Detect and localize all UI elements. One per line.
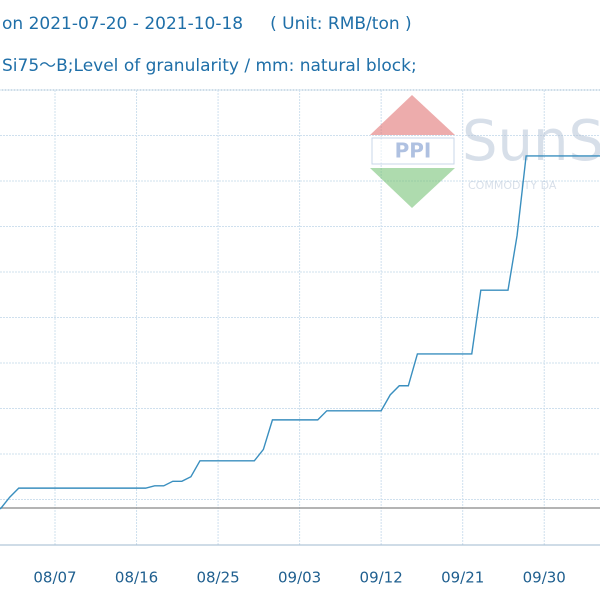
x-tick-label: 08/16 [115, 569, 158, 587]
x-tick-label: 09/30 [523, 569, 566, 587]
x-tick-label: 08/25 [196, 569, 239, 587]
chart-subtitle: Si75～B;Level of granularity / mm: natura… [2, 56, 417, 76]
watermark: SunS [462, 109, 600, 174]
watermark-sub: COMMODITY DA [468, 179, 557, 192]
x-tick-label: 08/07 [33, 569, 76, 587]
price-line [0, 155, 600, 510]
x-tick-label: 09/12 [360, 569, 403, 587]
x-tick-label: 09/03 [278, 569, 321, 587]
watermark-logo: PPI SunS COMMODITY DA [370, 95, 600, 208]
chart-title: on 2021-07-20 - 2021-10-18 ( Unit: RMB/t… [2, 14, 412, 34]
svg-text:PPI: PPI [395, 139, 432, 163]
x-tick-label: 09/21 [441, 569, 484, 587]
